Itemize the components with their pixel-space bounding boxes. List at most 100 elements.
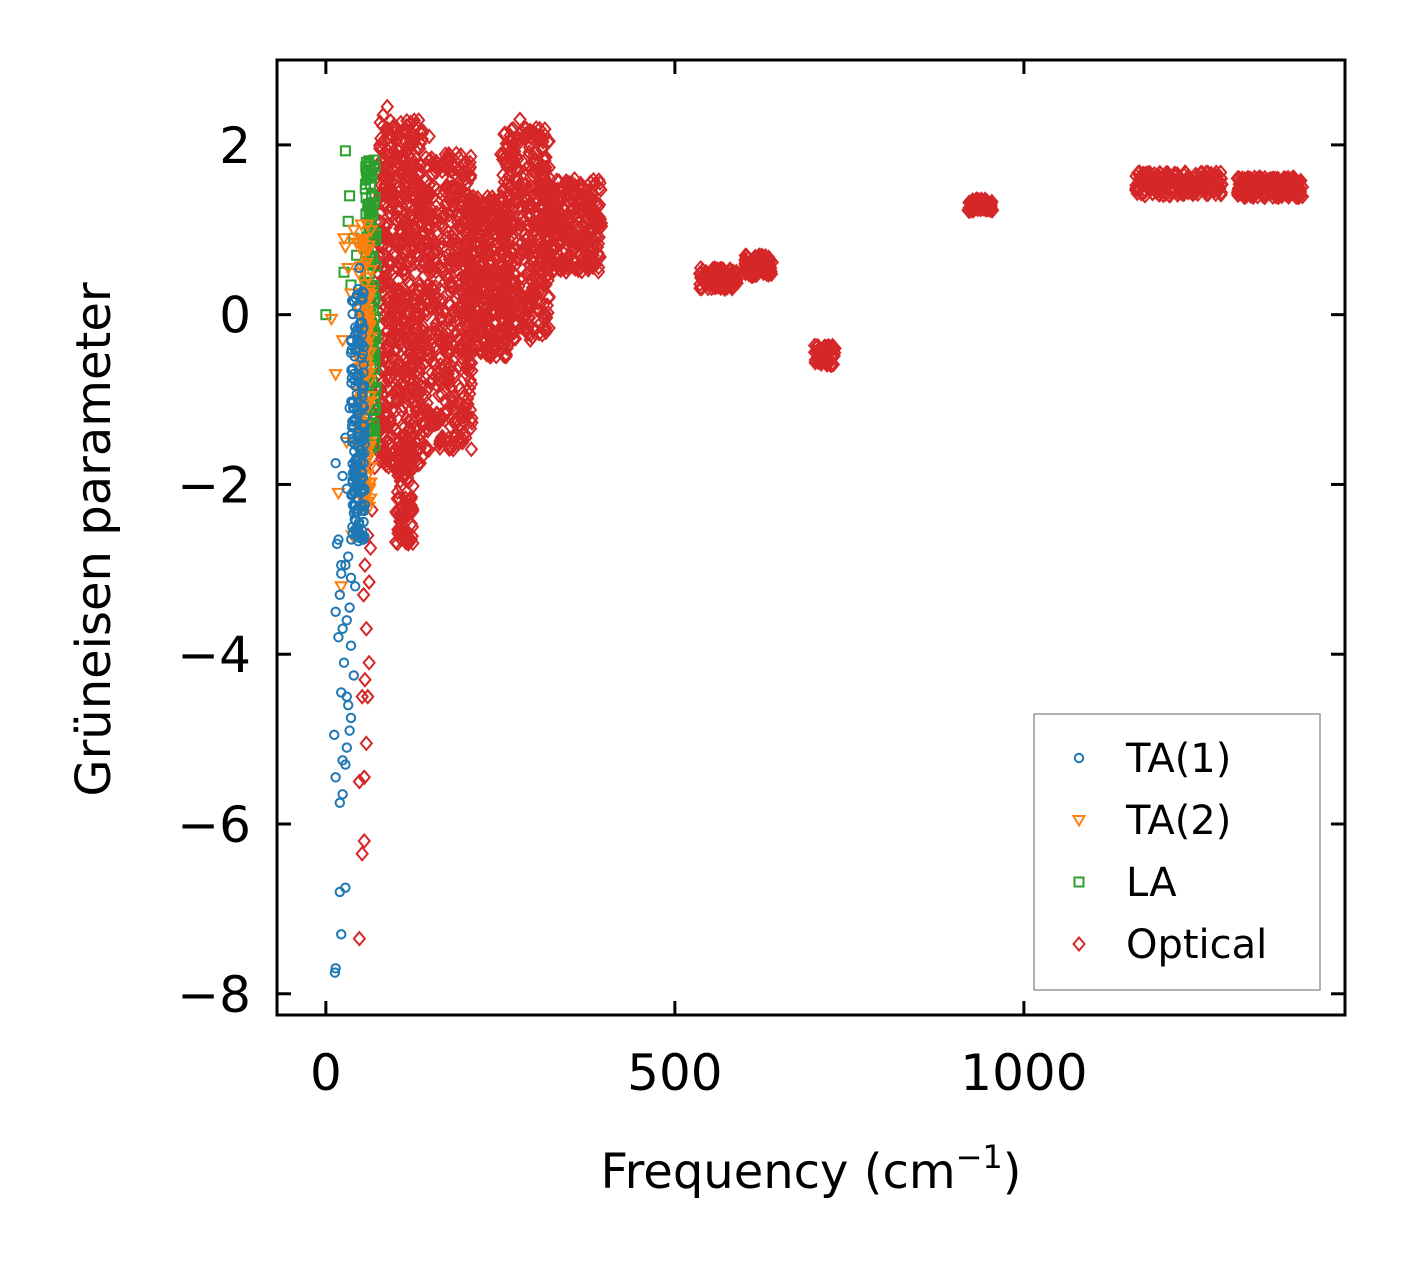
data-point xyxy=(343,699,354,711)
data-point xyxy=(349,322,361,333)
data-point xyxy=(403,435,417,452)
data-point xyxy=(1160,172,1174,189)
x-tick-label: 500 xyxy=(627,1044,722,1102)
data-point xyxy=(464,441,479,458)
data-point xyxy=(359,735,374,752)
data-point xyxy=(471,325,486,342)
data-point xyxy=(519,321,533,338)
data-point xyxy=(342,215,354,227)
data-point xyxy=(419,439,434,456)
data-point xyxy=(1280,183,1295,200)
data-point xyxy=(505,325,520,342)
data-point xyxy=(338,657,350,668)
data-point xyxy=(363,493,378,506)
data-point xyxy=(536,158,551,175)
data-point xyxy=(340,432,351,443)
data-point xyxy=(394,211,409,229)
data-point xyxy=(404,376,419,393)
data-point xyxy=(507,266,522,283)
data-point xyxy=(391,434,406,451)
data-point xyxy=(347,308,358,320)
data-point xyxy=(504,290,519,307)
data-point xyxy=(480,340,495,357)
legend-label: Optical xyxy=(1126,922,1267,968)
data-point xyxy=(714,278,728,295)
data-point xyxy=(380,331,395,348)
data-point xyxy=(425,165,440,182)
data-point xyxy=(445,204,460,221)
data-point xyxy=(366,169,378,181)
data-point xyxy=(352,773,367,790)
data-point xyxy=(1250,188,1265,205)
data-point xyxy=(1271,186,1286,203)
data-point xyxy=(435,386,449,403)
data-point xyxy=(429,411,444,428)
data-point xyxy=(1178,180,1193,198)
data-point xyxy=(390,341,404,358)
data-point xyxy=(412,277,427,294)
data-point xyxy=(593,174,607,192)
data-point xyxy=(391,233,406,250)
data-point xyxy=(355,479,366,490)
data-point xyxy=(433,433,447,450)
data-point xyxy=(330,458,341,469)
data-point xyxy=(562,174,576,191)
data-point xyxy=(391,521,405,538)
data-point xyxy=(405,518,420,535)
data-point xyxy=(1256,179,1271,196)
data-point xyxy=(386,143,401,160)
data-point xyxy=(352,284,364,295)
data-point xyxy=(377,216,392,233)
data-point xyxy=(505,182,519,199)
data-point xyxy=(359,620,374,637)
data-point xyxy=(471,203,486,220)
data-point xyxy=(377,348,392,365)
data-point xyxy=(339,145,351,157)
data-point xyxy=(504,228,519,245)
data-point xyxy=(434,375,449,392)
data-point xyxy=(476,283,491,300)
data-point xyxy=(711,273,726,290)
data-point xyxy=(1194,172,1208,189)
data-point xyxy=(389,422,403,439)
data-point xyxy=(422,128,436,145)
data-point xyxy=(384,139,399,156)
data-point xyxy=(763,259,778,277)
data-point xyxy=(433,334,447,351)
data-point xyxy=(363,540,378,557)
data-point xyxy=(450,238,465,255)
data-point xyxy=(390,360,404,377)
data-point xyxy=(963,199,978,216)
data-point xyxy=(535,139,549,156)
legend-marker xyxy=(1073,876,1085,888)
data-point xyxy=(431,386,446,403)
data-point xyxy=(401,439,415,456)
data-point xyxy=(572,190,587,207)
data-point xyxy=(1238,180,1253,197)
data-point xyxy=(593,211,608,228)
data-point xyxy=(329,967,341,978)
data-point xyxy=(394,299,408,316)
data-point xyxy=(384,188,399,205)
data-point xyxy=(693,269,708,286)
data-point xyxy=(755,247,769,264)
data-point xyxy=(379,367,394,384)
y-tick-label: −2 xyxy=(177,456,251,514)
data-point xyxy=(556,229,571,246)
data-point xyxy=(445,178,460,195)
data-point xyxy=(344,402,355,414)
data-point xyxy=(360,161,372,173)
data-point xyxy=(413,371,427,388)
data-point xyxy=(522,144,536,161)
data-point xyxy=(376,107,390,124)
data-point xyxy=(346,224,362,238)
data-point xyxy=(562,209,576,226)
data-point xyxy=(514,223,529,241)
data-point xyxy=(438,274,452,291)
data-point xyxy=(439,151,453,169)
data-point xyxy=(419,441,434,458)
data-point xyxy=(360,219,375,233)
data-point xyxy=(1146,178,1160,195)
data-point xyxy=(406,136,420,153)
data-point xyxy=(432,364,447,381)
